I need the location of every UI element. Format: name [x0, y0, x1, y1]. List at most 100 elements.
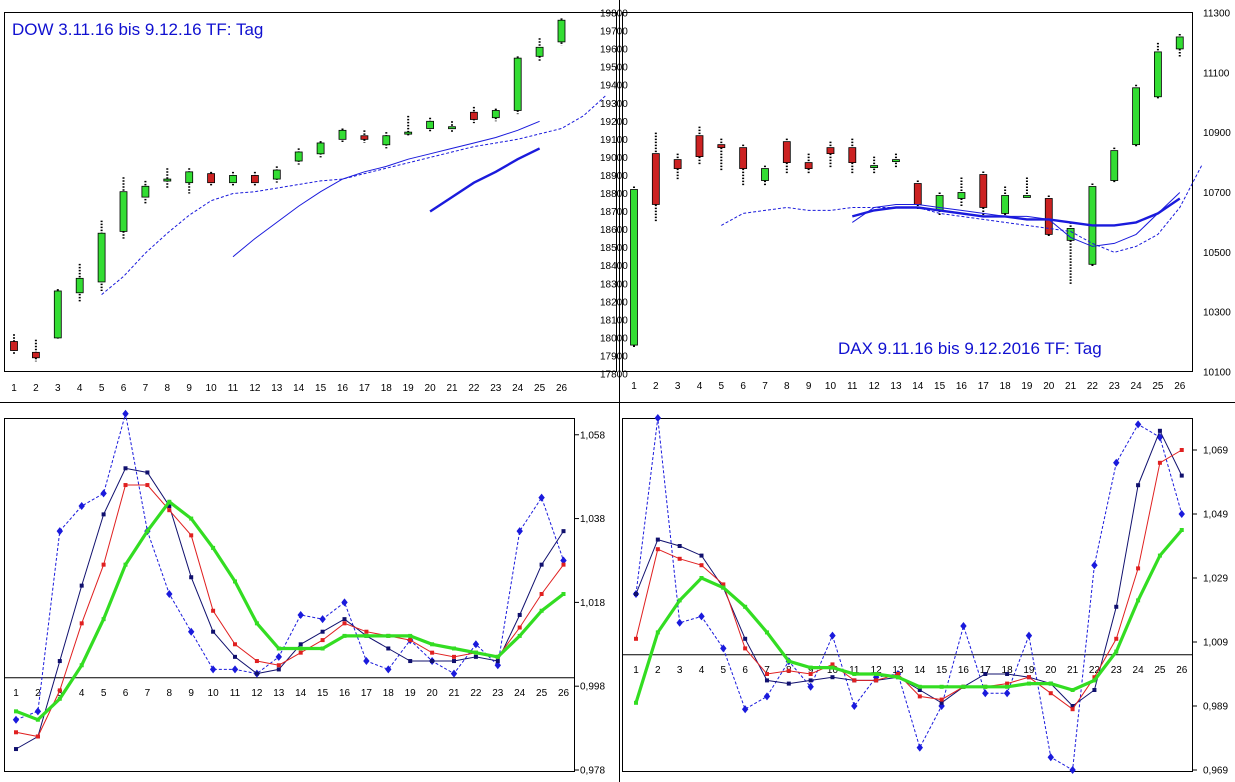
data-point	[939, 697, 944, 702]
candle-body	[630, 189, 638, 346]
data-point	[364, 633, 369, 638]
x-tick-label: 13	[273, 688, 285, 699]
data-point	[786, 668, 791, 673]
x-tick-label: 17	[361, 688, 373, 699]
moving-average-line	[721, 165, 1203, 253]
data-point	[342, 633, 347, 638]
x-tick-label: 14	[912, 381, 924, 392]
data-point	[1136, 483, 1141, 488]
candle-body	[1154, 51, 1162, 98]
x-tick-label: 15	[936, 665, 948, 676]
x-tick-label: 4	[697, 381, 703, 392]
dax-oscillator-layer: 0,9690,9891,0091,0291,0491,0691234567891…	[623, 414, 1228, 777]
data-point	[1026, 675, 1031, 680]
data-point	[473, 650, 478, 655]
x-tick-label: 16	[956, 381, 968, 392]
data-point	[57, 688, 62, 693]
data-point	[342, 617, 347, 622]
y-tick-label: 1,049	[1203, 510, 1228, 521]
x-tick-label: 7	[764, 665, 770, 676]
y-tick-label: 0,969	[1203, 766, 1228, 777]
y-tick-label: 0,989	[1203, 702, 1228, 713]
data-point	[808, 665, 813, 670]
x-tick-label: 7	[143, 383, 149, 394]
data-point	[233, 654, 237, 659]
data-point	[189, 575, 194, 580]
x-tick-label: 10	[827, 665, 839, 676]
data-point	[939, 684, 944, 689]
data-point	[516, 527, 523, 536]
y-tick-label: 18800	[600, 189, 628, 200]
data-point	[1048, 681, 1053, 686]
data-point	[167, 504, 172, 508]
y-tick-label: 1,058	[580, 430, 605, 441]
candle-body	[535, 46, 544, 57]
x-tick-label: 7	[762, 381, 768, 392]
x-tick-label: 16	[958, 665, 970, 676]
x-tick-label: 2	[33, 383, 39, 394]
candle-body	[316, 142, 325, 155]
candle-body	[717, 144, 726, 149]
data-point	[538, 493, 545, 502]
data-point	[275, 652, 282, 661]
candle-body	[163, 178, 172, 182]
data-point	[320, 629, 325, 634]
data-point	[916, 743, 923, 752]
data-point	[1114, 649, 1119, 654]
x-tick-label: 15	[934, 381, 946, 392]
x-tick-label: 10	[825, 381, 837, 392]
data-point	[1136, 598, 1141, 603]
data-point	[764, 678, 769, 683]
data-point	[539, 592, 544, 596]
x-tick-label: 6	[123, 688, 129, 699]
candle-body	[513, 57, 522, 111]
y-tick-label: 18200	[600, 297, 628, 308]
data-point	[254, 621, 259, 626]
candle-body	[913, 183, 922, 205]
data-point	[35, 717, 40, 722]
data-point	[1047, 753, 1054, 762]
x-tick-label: 2	[653, 381, 659, 392]
y-tick-label: 0,978	[580, 766, 605, 777]
y-tick-label: 19800	[600, 9, 628, 20]
data-point	[917, 694, 922, 699]
data-point	[982, 689, 989, 698]
data-point	[1003, 689, 1011, 698]
x-tick-label: 20	[1043, 381, 1055, 392]
x-tick-label: 24	[514, 688, 526, 699]
data-point	[983, 672, 988, 676]
y-tick-label: 1,009	[1203, 638, 1228, 649]
data-point	[851, 702, 858, 710]
candle-body	[739, 147, 748, 169]
x-tick-label: 9	[806, 381, 812, 392]
candle-body	[870, 165, 879, 168]
data-point	[539, 562, 544, 567]
data-point	[741, 705, 749, 714]
x-tick-label: 25	[536, 688, 548, 699]
candle-body	[294, 151, 303, 162]
candle-body	[119, 191, 128, 232]
data-point	[1179, 448, 1184, 452]
data-point	[122, 409, 129, 418]
data-point	[677, 556, 682, 561]
series-line	[15, 413, 564, 721]
candle-body	[826, 147, 835, 155]
x-tick-label: 14	[914, 665, 926, 676]
x-tick-label: 25	[534, 383, 546, 394]
x-tick-label: 17	[980, 665, 992, 676]
x-tick-label: 17	[359, 383, 371, 394]
candle-body	[53, 290, 62, 339]
x-tick-label: 15	[315, 383, 327, 394]
data-point	[167, 508, 172, 513]
candle-body	[250, 175, 259, 184]
x-tick-label: 24	[1131, 381, 1143, 392]
x-tick-label: 12	[871, 665, 883, 676]
data-point	[1026, 681, 1031, 686]
data-point	[167, 499, 172, 504]
x-tick-label: 14	[295, 688, 307, 699]
candle-body	[141, 185, 150, 198]
data-point	[254, 659, 259, 664]
data-point	[145, 470, 150, 475]
x-tick-label: 11	[849, 665, 860, 676]
